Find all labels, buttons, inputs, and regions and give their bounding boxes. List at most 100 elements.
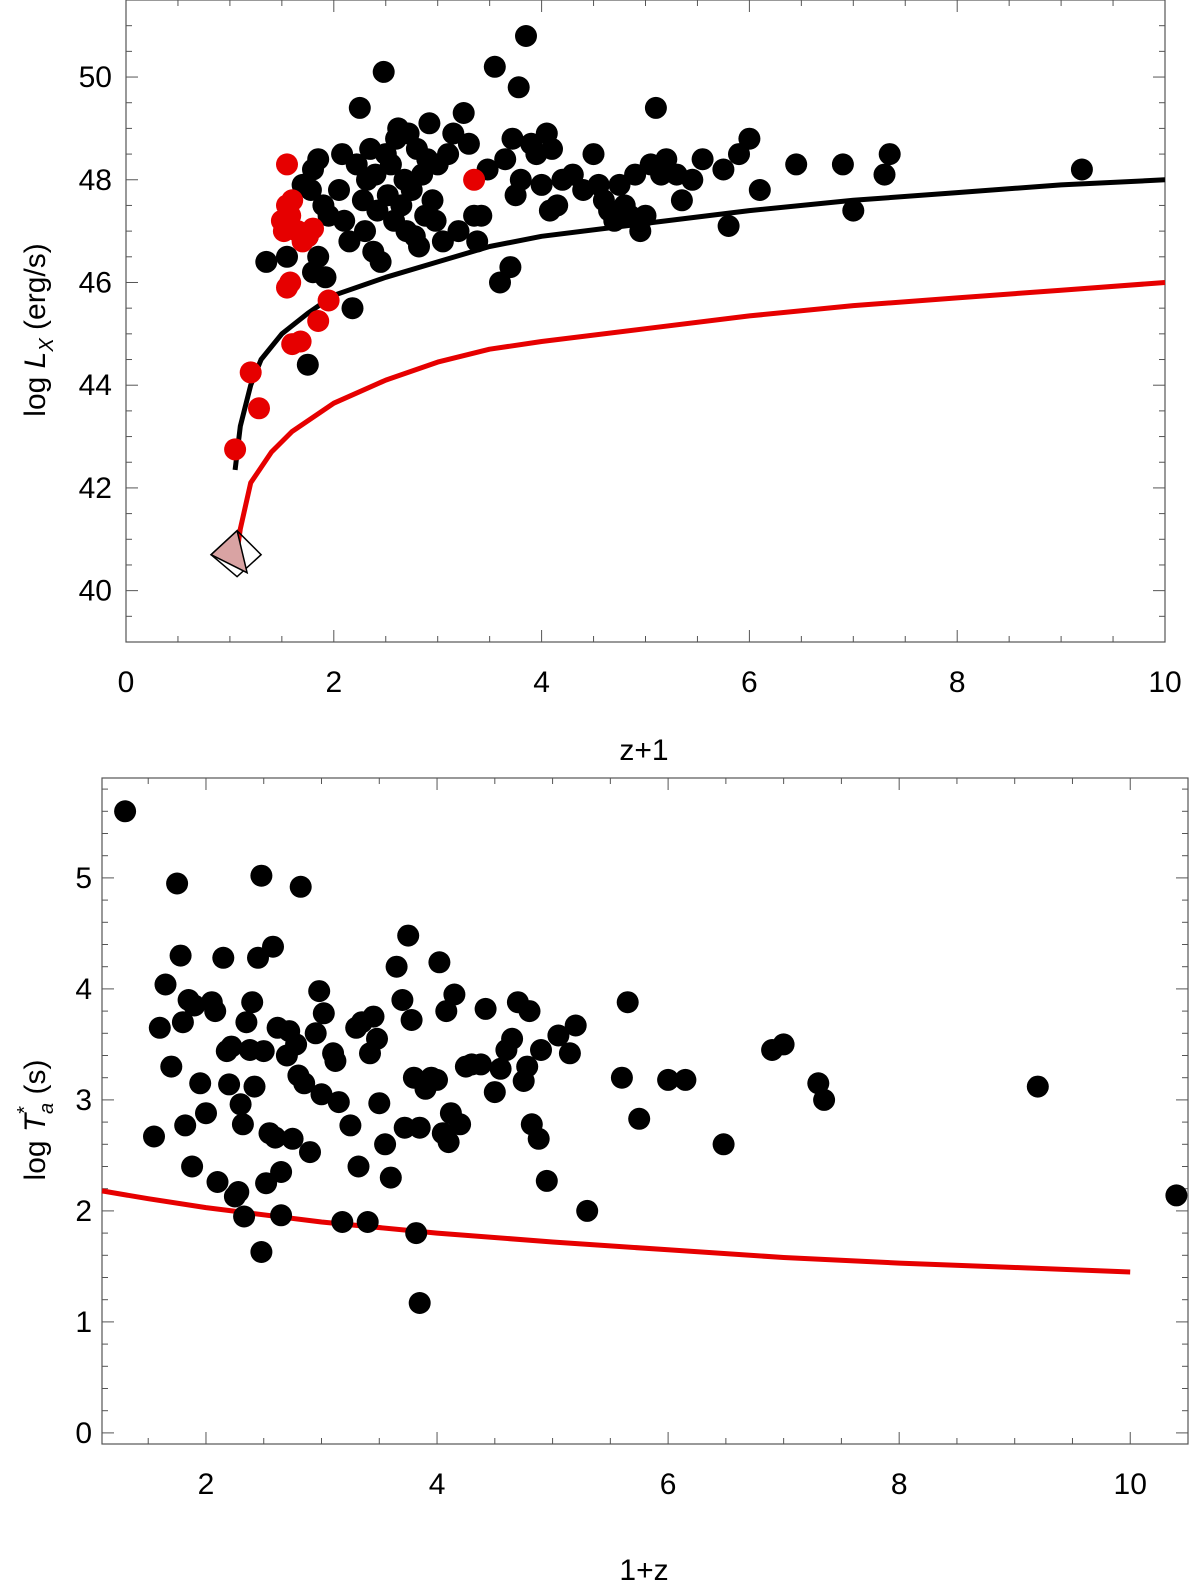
x-tick-label: 4: [429, 1468, 446, 1501]
data-point: [143, 1125, 165, 1148]
data-point: [610, 1066, 633, 1089]
data-point: [785, 153, 808, 176]
data-point: [878, 143, 901, 166]
data-point: [235, 1011, 258, 1034]
data-point: [527, 1127, 550, 1150]
data-point: [289, 330, 312, 353]
data-point: [390, 194, 413, 217]
data-point: [624, 163, 647, 186]
data-point: [227, 1181, 250, 1203]
data-point: [379, 1166, 402, 1189]
data-point: [435, 1000, 458, 1023]
data-point: [374, 1133, 397, 1156]
data-point: [644, 96, 667, 119]
y-tick-label: 2: [75, 1195, 92, 1228]
data-point: [748, 179, 771, 201]
x-tick-label: 10: [1114, 1468, 1147, 1501]
data-point: [405, 1222, 428, 1245]
series-line: [232, 177, 1166, 471]
data-point: [296, 353, 319, 376]
data-point: [561, 163, 584, 186]
data-point: [873, 163, 896, 186]
data-point: [501, 127, 524, 150]
data-point: [1026, 1075, 1049, 1098]
x-tick-label: 2: [325, 666, 342, 699]
data-point: [327, 1091, 350, 1114]
data-point: [397, 924, 420, 947]
data-point: [338, 230, 361, 253]
data-point: [220, 1035, 243, 1058]
data-point: [442, 122, 465, 145]
data-point: [252, 1040, 275, 1063]
data-point: [307, 310, 330, 332]
data-point: [474, 997, 497, 1020]
data-point: [483, 55, 506, 78]
series-line: [101, 1188, 1131, 1275]
data-point: [195, 1102, 217, 1125]
series-line: [232, 280, 1166, 566]
data-point: [281, 189, 304, 212]
data-point: [293, 1072, 316, 1095]
data-point: [728, 143, 750, 166]
data-point: [206, 1171, 229, 1193]
data-point: [670, 189, 693, 212]
data-point: [331, 1211, 354, 1233]
data-point: [541, 137, 563, 160]
data-point: [248, 397, 270, 420]
data-point: [535, 1169, 558, 1192]
y-tick-label: 4: [75, 973, 92, 1006]
data-point: [437, 1131, 460, 1154]
data-point: [255, 1172, 278, 1195]
data-point: [314, 266, 337, 289]
data-point: [489, 1057, 512, 1080]
data-point: [466, 230, 489, 253]
y-tick-label: 1: [75, 1306, 92, 1339]
data-point: [408, 1116, 431, 1139]
minor-ticks: [125, 0, 1166, 643]
data-point: [582, 143, 605, 166]
data-point: [507, 76, 530, 99]
bottom-panel: 2 4 6 8 10 0 1 2 3 4 5 1+z log T*a (s): [14, 777, 1189, 1585]
data-point: [428, 951, 451, 974]
data-point: [499, 256, 522, 279]
data-point: [437, 143, 460, 166]
data-point: [426, 1068, 448, 1091]
y-tick-label: 48: [79, 164, 112, 197]
data-point: [347, 1155, 370, 1178]
data-point: [712, 1133, 735, 1156]
data-point: [546, 194, 569, 217]
y-tick-label: 50: [79, 61, 112, 94]
data-point: [712, 158, 735, 181]
data-point: [1165, 1184, 1188, 1207]
data-point: [655, 148, 678, 171]
data-point: [1070, 158, 1093, 181]
data-point: [489, 271, 511, 294]
data-point: [276, 245, 298, 268]
data-point: [431, 230, 454, 253]
data-point: [204, 1000, 227, 1023]
data-point: [270, 1204, 293, 1227]
data-point: [154, 973, 177, 996]
data-point: [400, 1009, 423, 1031]
data-point: [372, 60, 395, 83]
data-point: [348, 96, 371, 119]
data-point: [279, 271, 302, 294]
data-point: [421, 189, 444, 212]
data-point: [657, 1068, 680, 1091]
x-tick-label: 6: [660, 1468, 677, 1501]
data-point: [114, 800, 137, 823]
y-tick-label: 44: [79, 369, 112, 402]
data-point: [772, 1033, 795, 1056]
data-point: [160, 1055, 183, 1078]
data-point: [281, 1127, 304, 1150]
data-point: [547, 1024, 570, 1047]
data-point: [470, 204, 493, 227]
data-point: [148, 1016, 171, 1039]
data-point: [509, 168, 532, 191]
data-point: [169, 944, 192, 967]
data-point: [231, 1113, 254, 1136]
data-point: [304, 1022, 327, 1045]
